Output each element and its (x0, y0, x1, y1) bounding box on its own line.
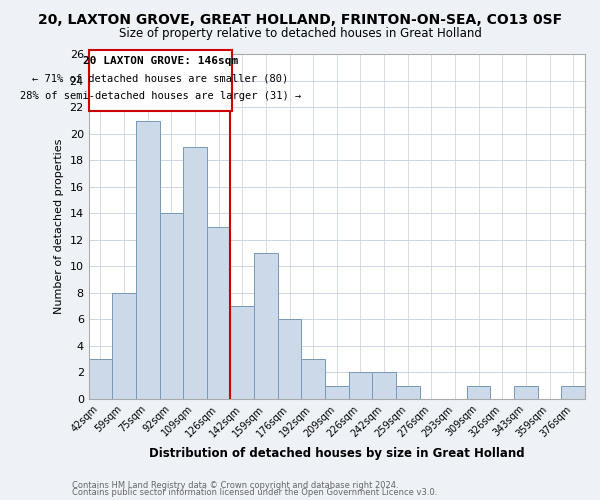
Text: Contains HM Land Registry data © Crown copyright and database right 2024.: Contains HM Land Registry data © Crown c… (72, 480, 398, 490)
Bar (467, 386, 490, 399)
Bar (301, 359, 325, 399)
Bar (562, 386, 585, 399)
Bar (89, 359, 112, 399)
Text: 20 LAXTON GROVE: 146sqm: 20 LAXTON GROVE: 146sqm (83, 56, 238, 66)
Bar (207, 226, 230, 399)
Text: 28% of semi-detached houses are larger (31) →: 28% of semi-detached houses are larger (… (20, 90, 301, 101)
Text: ← 71% of detached houses are smaller (80): ← 71% of detached houses are smaller (80… (32, 74, 288, 84)
FancyBboxPatch shape (89, 50, 232, 112)
X-axis label: Distribution of detached houses by size in Great Holland: Distribution of detached houses by size … (149, 447, 524, 460)
Bar (349, 372, 372, 399)
Y-axis label: Number of detached properties: Number of detached properties (54, 139, 64, 314)
Text: Size of property relative to detached houses in Great Holland: Size of property relative to detached ho… (119, 28, 481, 40)
Bar (396, 386, 419, 399)
Bar (514, 386, 538, 399)
Bar (183, 147, 207, 399)
Text: 20, LAXTON GROVE, GREAT HOLLAND, FRINTON-ON-SEA, CO13 0SF: 20, LAXTON GROVE, GREAT HOLLAND, FRINTON… (38, 12, 562, 26)
Bar (230, 306, 254, 399)
Bar (325, 386, 349, 399)
Bar (112, 293, 136, 399)
Bar (278, 320, 301, 399)
Bar (372, 372, 396, 399)
Bar (160, 214, 183, 399)
Bar (254, 253, 278, 399)
Bar (136, 120, 160, 399)
Text: Contains public sector information licensed under the Open Government Licence v3: Contains public sector information licen… (72, 488, 437, 497)
